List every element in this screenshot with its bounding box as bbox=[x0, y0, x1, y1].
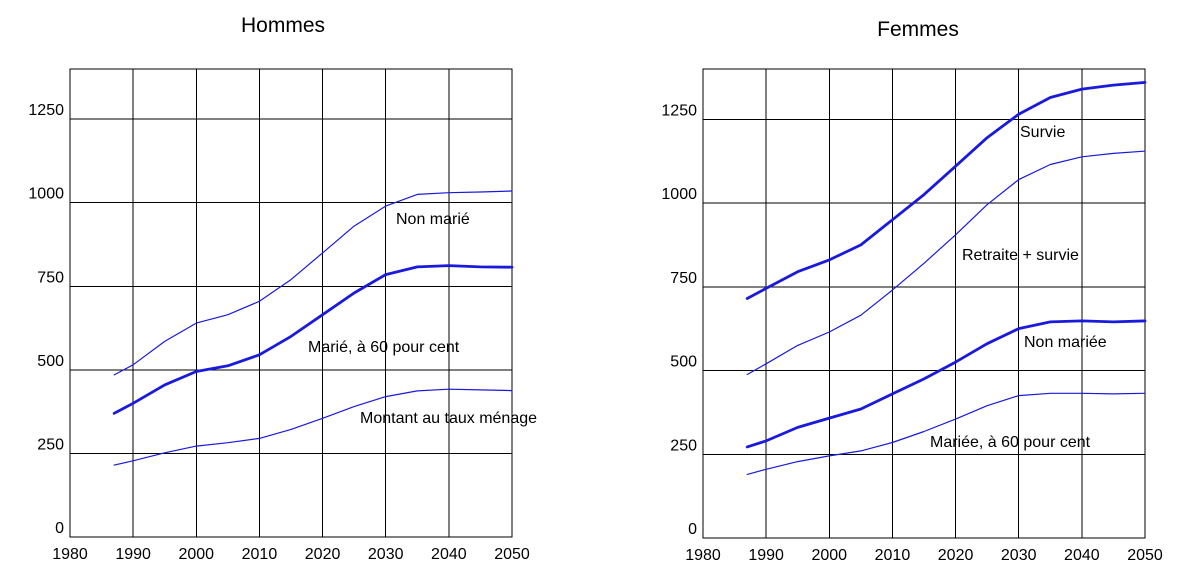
y-tick-label-0: 0 bbox=[688, 521, 697, 538]
y-tick-label-250: 250 bbox=[670, 437, 697, 454]
series-line-survie bbox=[745, 81, 1147, 300]
y-axis-ticks: 0 250 500 750 1000 1250 bbox=[28, 102, 64, 537]
y-tick-label-500: 500 bbox=[37, 353, 64, 370]
chart-hommes: Hommes 1980 1990 2000 2010 2020 2030 2040 2050 … bbox=[28, 14, 537, 563]
series-label-survie: Survie bbox=[1020, 124, 1065, 141]
series-line-non-mariee bbox=[745, 319, 1147, 449]
series-line-montant-au-taux-menage bbox=[113, 388, 513, 466]
chart-title: Femmes bbox=[877, 18, 959, 41]
x-tick-label-2020: 2020 bbox=[938, 547, 974, 564]
series-label-montant-taux-menage: Montant au taux ménage bbox=[360, 410, 537, 427]
series-line-retraite-survie bbox=[746, 150, 1146, 376]
plot-frame bbox=[702, 68, 1146, 539]
y-tick-label-1250: 1250 bbox=[661, 102, 697, 119]
grid-lines bbox=[70, 69, 512, 537]
x-axis-ticks: 1980 1990 2000 2010 2020 2030 2040 2050 bbox=[685, 547, 1163, 564]
chart-femmes: Femmes 1980 1990 2000 2010 2020 2030 2040 2050 … bbox=[661, 18, 1162, 564]
y-tick-label-750: 750 bbox=[37, 269, 64, 286]
series-label-marie-60: Marié, à 60 pour cent bbox=[308, 339, 460, 356]
x-tick-label-2010: 2010 bbox=[875, 547, 911, 564]
chart-title: Hommes bbox=[241, 14, 325, 37]
y-tick-label-1250: 1250 bbox=[28, 102, 64, 119]
x-axis-ticks: 1980 1990 2000 2010 2020 2030 2040 2050 bbox=[52, 546, 530, 563]
y-tick-label-250: 250 bbox=[37, 436, 64, 453]
series-label-retraite-survie: Retraite + survie bbox=[962, 247, 1079, 264]
x-tick-label-2030: 2030 bbox=[1001, 547, 1037, 564]
y-tick-label-1000: 1000 bbox=[661, 186, 697, 203]
x-tick-label-1980: 1980 bbox=[52, 546, 88, 563]
series-label-non-mariee: Non mariée bbox=[1024, 334, 1107, 351]
series-lines bbox=[112, 190, 514, 466]
plot-frame bbox=[69, 68, 513, 538]
x-tick-label-2030: 2030 bbox=[368, 546, 404, 563]
series-labels: Survie Retraite + survie Non mariée Mari… bbox=[930, 124, 1107, 451]
x-tick-label-2050: 2050 bbox=[1127, 547, 1163, 564]
y-tick-label-500: 500 bbox=[670, 354, 697, 371]
x-tick-label-2010: 2010 bbox=[242, 546, 278, 563]
x-tick-label-1990: 1990 bbox=[748, 547, 784, 564]
x-tick-label-2000: 2000 bbox=[811, 547, 847, 564]
series-line-marie-a-60-pour-cent bbox=[112, 264, 514, 415]
series-label-non-marie: Non marié bbox=[396, 211, 470, 228]
x-tick-label-1990: 1990 bbox=[115, 546, 151, 563]
grid-lines bbox=[703, 69, 1145, 538]
y-axis-ticks: 0 250 500 750 1000 1250 bbox=[661, 102, 697, 538]
series-line-mariee-a-60-pour-cent bbox=[746, 392, 1146, 475]
x-tick-label-2040: 2040 bbox=[1064, 547, 1100, 564]
x-tick-label-2050: 2050 bbox=[494, 546, 530, 563]
x-tick-label-2000: 2000 bbox=[178, 546, 214, 563]
series-line-non-marie bbox=[113, 190, 513, 376]
series-label-mariee-60: Mariée, à 60 pour cent bbox=[930, 434, 1091, 451]
x-tick-label-1980: 1980 bbox=[685, 547, 721, 564]
x-tick-label-2020: 2020 bbox=[305, 546, 341, 563]
y-tick-label-0: 0 bbox=[55, 520, 64, 537]
series-lines bbox=[745, 81, 1147, 475]
y-tick-label-750: 750 bbox=[670, 270, 697, 287]
y-tick-label-1000: 1000 bbox=[28, 186, 64, 203]
x-tick-label-2040: 2040 bbox=[431, 546, 467, 563]
series-labels: Non marié Marié, à 60 pour cent Montant … bbox=[308, 211, 537, 427]
